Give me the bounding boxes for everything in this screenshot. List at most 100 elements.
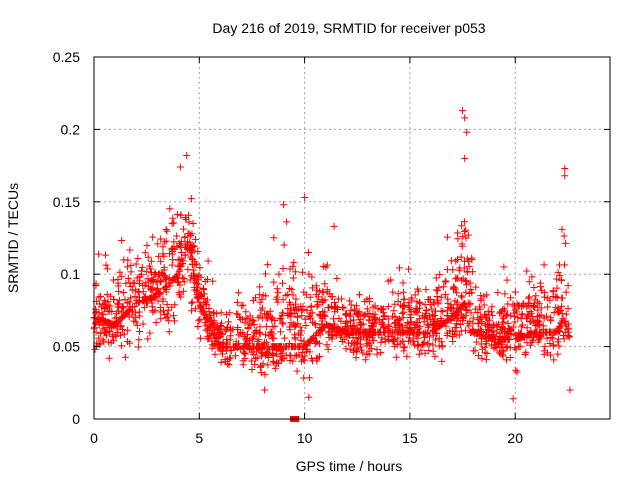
data-point — [365, 350, 373, 358]
data-point — [437, 293, 445, 301]
data-point — [209, 277, 217, 285]
data-point — [194, 247, 202, 255]
data-point-spike — [509, 395, 517, 403]
data-point — [134, 343, 142, 351]
data-point — [175, 239, 183, 247]
data-point — [389, 288, 397, 296]
data-point — [411, 291, 419, 299]
data-point — [174, 256, 182, 264]
data-point — [560, 232, 568, 240]
data-point — [390, 307, 398, 315]
data-point — [95, 293, 103, 301]
data-point — [262, 292, 270, 300]
data-point — [347, 301, 355, 309]
data-point — [428, 305, 436, 313]
data-point — [443, 266, 451, 274]
data-point — [173, 210, 181, 218]
data-point — [481, 321, 489, 329]
data-point-spike — [461, 154, 469, 162]
data-point — [302, 291, 310, 299]
data-point — [255, 336, 263, 344]
data-point — [257, 343, 265, 351]
data-point — [165, 280, 173, 288]
data-point — [502, 344, 510, 352]
data-point — [163, 227, 171, 235]
data-point — [399, 338, 407, 346]
data-point — [389, 338, 397, 346]
data-point — [156, 277, 164, 285]
data-point — [118, 272, 126, 280]
data-point — [564, 282, 572, 290]
data-point — [494, 320, 502, 328]
data-point — [300, 374, 308, 382]
data-point — [364, 340, 372, 348]
data-point — [305, 313, 313, 321]
data-point — [553, 284, 561, 292]
data-point — [169, 312, 177, 320]
data-point — [359, 349, 367, 357]
data-point — [537, 304, 545, 312]
data-point — [279, 279, 286, 287]
data-point — [188, 307, 196, 315]
data-point-spike — [176, 163, 184, 171]
data-point — [490, 341, 498, 349]
data-point — [240, 345, 248, 353]
data-point — [404, 320, 412, 328]
data-point — [154, 240, 162, 248]
data-point — [472, 283, 480, 291]
data-point — [466, 279, 474, 287]
data-point — [312, 337, 320, 345]
data-point — [426, 316, 434, 324]
data-point — [264, 310, 272, 318]
data-point — [449, 312, 457, 320]
data-point — [523, 313, 531, 321]
data-point — [359, 312, 367, 320]
data-point — [554, 268, 562, 276]
data-point — [452, 275, 460, 283]
data-point — [331, 320, 339, 328]
data-point-spike — [305, 393, 313, 401]
data-point — [477, 340, 485, 348]
data-point — [97, 316, 105, 324]
data-point — [553, 308, 561, 316]
data-point — [366, 325, 374, 333]
data-point — [179, 257, 187, 265]
data-point — [408, 328, 416, 336]
data-point — [140, 304, 148, 312]
data-point — [536, 328, 544, 336]
data-point — [530, 284, 538, 292]
chart-title: Day 216 of 2019, SRMTID for receiver p05… — [212, 20, 485, 36]
data-point — [494, 339, 502, 347]
data-point — [391, 300, 399, 308]
data-point — [178, 248, 186, 256]
data-point — [280, 241, 288, 249]
data-point — [323, 341, 331, 349]
y-tick-label: 0.15 — [53, 194, 80, 210]
data-point — [264, 261, 272, 269]
data-point — [511, 344, 519, 352]
data-point-spike — [561, 164, 569, 172]
data-point — [353, 339, 361, 347]
data-point — [482, 356, 490, 364]
data-point — [501, 307, 509, 315]
data-point — [443, 332, 451, 340]
data-point — [286, 301, 294, 309]
data-point — [318, 317, 326, 325]
data-point — [369, 303, 377, 311]
data-point — [362, 336, 370, 344]
data-point — [204, 257, 212, 265]
data-point — [286, 339, 294, 347]
data-point — [535, 300, 543, 308]
data-point — [186, 276, 194, 284]
data-point — [501, 290, 509, 298]
data-point — [146, 329, 154, 337]
data-point — [321, 308, 329, 316]
data-point — [457, 253, 465, 261]
data-point — [560, 335, 568, 343]
data-point — [309, 333, 317, 341]
data-point — [562, 288, 570, 296]
data-point — [252, 327, 260, 335]
data-point — [432, 274, 440, 282]
data-point — [257, 363, 265, 371]
